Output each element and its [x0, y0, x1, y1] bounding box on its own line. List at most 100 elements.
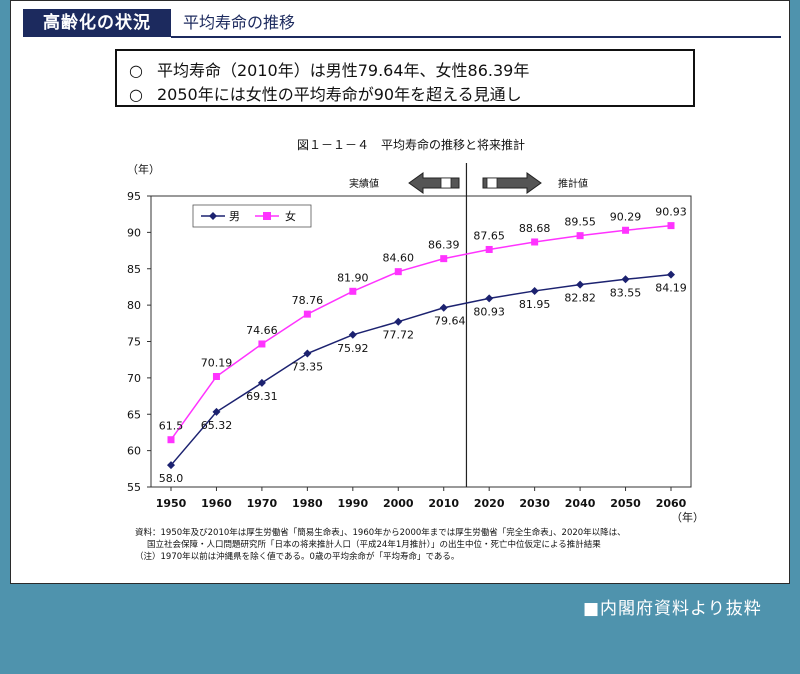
source-note-line-3: （注）1970年以前は沖縄県を除く値である。0歳の平均余命が「平均寿命」である。 — [135, 551, 459, 562]
series-line-female — [170, 224, 672, 441]
data-label: 86.39 — [428, 239, 460, 252]
y-tick-label: 65 — [127, 408, 141, 421]
female-data-point — [167, 436, 175, 444]
y-tick-label: 70 — [127, 372, 141, 385]
male-data-point — [485, 294, 494, 303]
data-label: 90.93 — [655, 206, 687, 219]
x-tick-label: 1980 — [292, 497, 323, 510]
slide-panel: 高齢化の状況 平均寿命の推移 ○ 平均寿命（2010年）は男性79.64年、女性8… — [10, 0, 790, 584]
data-label: 88.68 — [519, 222, 551, 235]
data-label: 61.5 — [159, 420, 184, 433]
data-label: 81.95 — [519, 298, 551, 311]
female-data-point — [303, 310, 311, 318]
x-tick-label: 2000 — [383, 497, 414, 510]
y-tick-label: 80 — [127, 299, 141, 312]
male-data-point — [394, 317, 403, 326]
data-label: 77.72 — [383, 329, 415, 342]
legend-male-label: 男 — [229, 210, 240, 223]
female-data-point — [394, 268, 402, 276]
male-data-point — [257, 378, 266, 387]
data-label: 69.31 — [246, 390, 278, 403]
x-tick-label: 1960 — [201, 497, 232, 510]
y-tick-label: 55 — [127, 481, 141, 494]
female-data-point — [576, 232, 584, 240]
female-data-point — [349, 287, 357, 295]
x-tick-label: 2010 — [428, 497, 459, 510]
section-title: 高齢化の状況 — [23, 9, 171, 37]
legend-female-marker-icon — [263, 212, 271, 220]
y-tick-label: 85 — [127, 263, 141, 276]
actual-arrow-icon — [408, 172, 460, 194]
source-note-line-2: 国立社会保障・人口問題研究所「日本の将来推計人口（平成24年1月推計）」の出生中… — [147, 539, 601, 550]
x-axis-unit: （年） — [671, 510, 704, 524]
x-tick-label: 1990 — [338, 497, 369, 510]
summary-line-1: ○ 平均寿命（2010年）は男性79.64年、女性86.39年 — [129, 57, 529, 81]
male-data-point — [439, 303, 448, 312]
source-attribution: ■内閣府資料より抜粋 — [583, 599, 762, 619]
source-note-line-1: 資料：1950年及び2010年は厚生労働省「簡易生命表」、1960年から2000… — [135, 527, 626, 538]
male-data-point — [621, 275, 630, 284]
x-tick-label: 2040 — [565, 497, 596, 510]
male-data-point — [530, 286, 539, 295]
female-data-point — [531, 238, 539, 246]
x-tick-label: 2030 — [519, 497, 550, 510]
summary-line-2: ○ 2050年には女性の平均寿命が90年を超える見通し — [129, 81, 522, 105]
data-label: 75.92 — [337, 342, 369, 355]
data-label: 83.55 — [610, 286, 642, 299]
data-label: 70.19 — [201, 356, 233, 369]
actual-value-label: 実績値 — [349, 177, 379, 190]
female-data-point — [212, 372, 220, 380]
x-tick-label: 1970 — [247, 497, 278, 510]
forecast-value-label: 推計値 — [558, 177, 588, 190]
bullet-circle-icon: ○ — [129, 61, 143, 80]
summary-text-1: 平均寿命（2010年）は男性79.64年、女性86.39年 — [157, 61, 530, 80]
data-label: 81.90 — [337, 271, 369, 284]
male-data-point — [212, 407, 221, 416]
data-label: 74.66 — [246, 324, 278, 337]
y-tick-label: 90 — [127, 226, 141, 239]
summary-text-2: 2050年には女性の平均寿命が90年を超える見通し — [157, 85, 522, 104]
female-data-point — [485, 245, 493, 253]
y-tick-label: 75 — [127, 336, 141, 349]
data-label: 80.93 — [473, 305, 505, 318]
legend-male-marker-icon — [209, 212, 217, 220]
legend-female-label: 女 — [285, 209, 296, 223]
x-tick-label: 1950 — [156, 497, 187, 510]
female-data-point — [667, 222, 675, 230]
data-label: 84.60 — [383, 252, 415, 265]
y-axis-unit: （年） — [127, 162, 160, 176]
life-expectancy-chart: 図１－１－４ 平均寿命の推移と将来推計 （年） （年） 55 60 65 70 75 80… — [127, 137, 704, 562]
forecast-arrow-icon — [482, 172, 542, 194]
female-data-point — [258, 340, 266, 348]
female-data-point — [622, 226, 630, 234]
data-label: 58.0 — [159, 472, 184, 485]
x-tick-label: 2020 — [474, 497, 505, 510]
male-data-point — [576, 280, 585, 289]
data-label: 82.82 — [564, 292, 596, 305]
female-data-point — [440, 255, 448, 263]
plot-area-frame — [150, 195, 692, 488]
data-label: 84.19 — [655, 282, 687, 295]
data-label: 78.76 — [292, 294, 324, 307]
male-data-point — [303, 349, 312, 358]
y-tick-label: 60 — [127, 445, 141, 458]
x-tick-label: 2060 — [656, 497, 687, 510]
chart-legend: 男 女 — [192, 204, 312, 228]
data-label: 73.35 — [292, 361, 324, 374]
bullet-circle-icon: ○ — [129, 85, 143, 104]
x-tick-label: 2050 — [610, 497, 641, 510]
heading-underline — [171, 36, 781, 38]
male-data-point — [348, 330, 357, 339]
series-line-male — [170, 273, 672, 466]
data-label: 79.64 — [434, 315, 466, 328]
y-tick-label: 95 — [127, 190, 141, 203]
section-subtitle: 平均寿命の推移 — [183, 13, 296, 32]
data-label: 87.65 — [473, 229, 505, 242]
male-data-point — [167, 461, 175, 470]
summary-box: ○ 平均寿命（2010年）は男性79.64年、女性86.39年 ○ 2050年には女… — [115, 49, 695, 107]
chart-title: 図１－１－４ 平均寿命の推移と将来推計 — [297, 137, 525, 152]
data-label: 90.29 — [610, 210, 642, 223]
data-label: 65.32 — [201, 419, 233, 432]
male-data-point — [667, 270, 675, 279]
data-label: 89.55 — [564, 216, 596, 229]
